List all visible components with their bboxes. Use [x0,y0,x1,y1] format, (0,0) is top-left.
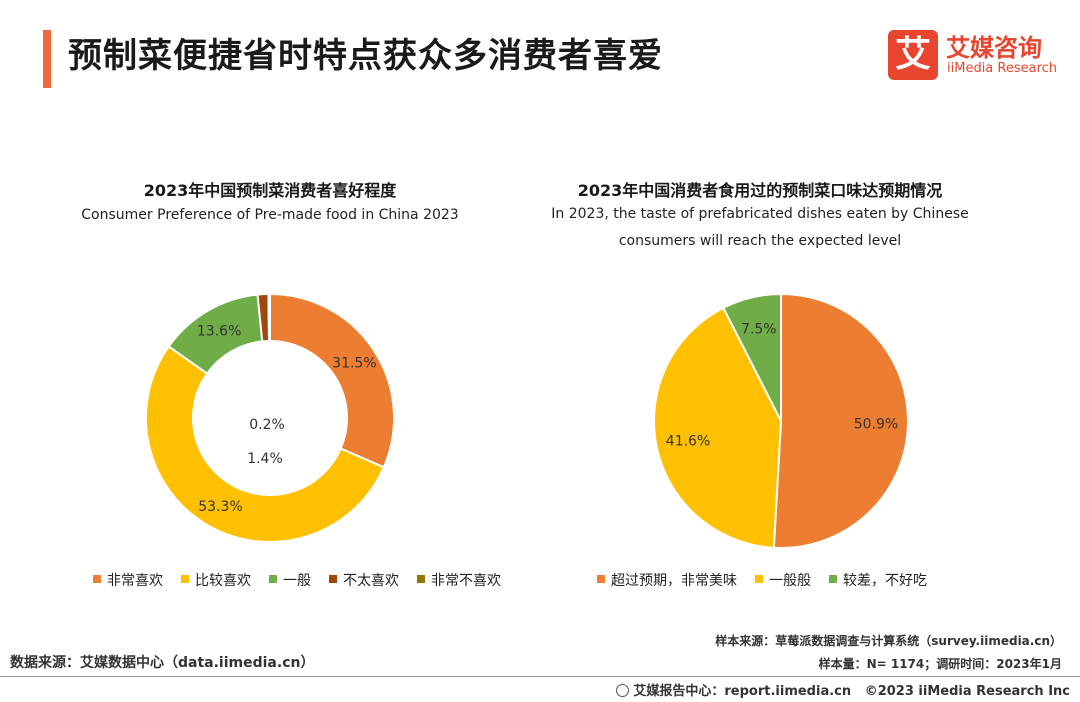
chart2-data-label-0: 50.9% [854,417,898,433]
chart2-legend-item-1: 一般般 [755,570,811,590]
chart2-legend-item-2: 较差，不好吃 [829,570,927,590]
chart1-legend-swatch-2 [269,575,277,583]
chart1-slice-1 [145,344,386,543]
logo-mark: 艾 [888,30,938,80]
copyright-text: ©2023 iiMedia Research Inc [864,684,1070,699]
chart2-legend-swatch-1 [755,575,763,583]
chart2-legend-swatch-2 [829,575,837,583]
chart2-subtitle-line-2: consumers will reach the expected level [618,233,902,249]
iimedia-logo: 艾 艾媒咨询 iiMedia Research [888,30,1068,82]
chart2-legend-item-0: 超过预期，非常美味 [597,570,737,590]
pie-chart-taste-expectation: 50.9% 41.6% 7.5% [653,292,909,549]
chart2-subtitle-line-1: In 2023, the taste of prefabricated dish… [551,206,969,222]
chart1-legend-label-3: 不太喜欢 [343,573,399,589]
chart1-slice-0 [269,292,395,469]
chart1-slice-4 [267,292,271,343]
chart1-data-label-0: 31.5% [332,356,376,372]
chart1-data-label-4: 0.2% [249,417,285,433]
footer-divider [0,676,1080,677]
chart2-legend: 超过预期，非常美味 一般般 较差，不好吃 [597,570,945,590]
chart1-legend-swatch-3 [329,575,337,583]
chart1-data-label-2: 13.6% [197,324,241,340]
chart2-data-label-1: 41.6% [666,434,710,450]
footer-credits: 艾媒报告中心：report.iimedia.cn ©2023 iiMedia R… [616,680,1070,699]
chart1-legend-swatch-0 [93,575,101,583]
chart2-slice-0 [772,292,909,549]
chart2-slice-2 [721,292,782,422]
title-accent-bar [43,30,51,88]
chart1-legend-item-4: 非常不喜欢 [417,570,501,590]
chart1-legend-label-1: 比较喜欢 [195,573,251,589]
chart1-legend-swatch-4 [417,575,425,583]
chart1-subtitle: Consumer Preference of Pre-made food in … [81,207,459,223]
chart2-title: 2023年中国消费者食用过的预制菜口味达预期情况 [577,181,943,200]
chart2-subtitle: In 2023, the taste of prefabricated dish… [520,201,1000,255]
logo-name-cn: 艾媒咨询 [946,34,1042,62]
chart1-data-label-3: 1.4% [247,451,283,467]
chart1-data-label-1: 53.3% [198,499,242,515]
sample-source-note: 样本来源：草莓派数据调查与计算系统（survey.iimedia.cn） [715,634,1062,648]
chart2-data-label-2: 7.5% [741,322,777,338]
chart2-legend-label-1: 一般般 [769,573,811,589]
chart1-legend-item-1: 比较喜欢 [181,570,251,590]
chart2-legend-label-0: 超过预期，非常美味 [611,573,737,589]
chart1-legend-item-3: 不太喜欢 [329,570,399,590]
chart1-legend-item-2: 一般 [269,570,311,590]
donut-chart-preference: 31.5% 53.3% 13.6% 1.4% 0.2% [145,292,395,543]
chart1-legend: 非常喜欢 比较喜欢 一般 不太喜欢 非常不喜欢 [93,570,519,590]
chart2-legend-swatch-0 [597,575,605,583]
chart1-legend-swatch-1 [181,575,189,583]
chart1-legend-item-0: 非常喜欢 [93,570,163,590]
report-center-link[interactable]: 艾媒报告中心：report.iimedia.cn [633,684,852,699]
chart1-legend-label-0: 非常喜欢 [107,573,163,589]
globe-icon [616,684,630,697]
logo-name-en: iiMedia Research [947,61,1058,76]
chart1-legend-label-2: 一般 [283,573,311,589]
chart2-legend-label-2: 较差，不好吃 [843,573,927,589]
data-source-note: 数据来源：艾媒数据中心（data.iimedia.cn） [10,655,315,671]
chart1-title: 2023年中国预制菜消费者喜好程度 [143,181,397,200]
chart1-legend-label-4: 非常不喜欢 [431,573,501,589]
chart2-slice-1 [653,306,783,549]
page-title: 预制菜便捷省时特点获众多消费者喜爱 [68,36,663,76]
sample-size-note: 样本量：N= 1174；调研时间：2023年1月 [818,657,1062,671]
